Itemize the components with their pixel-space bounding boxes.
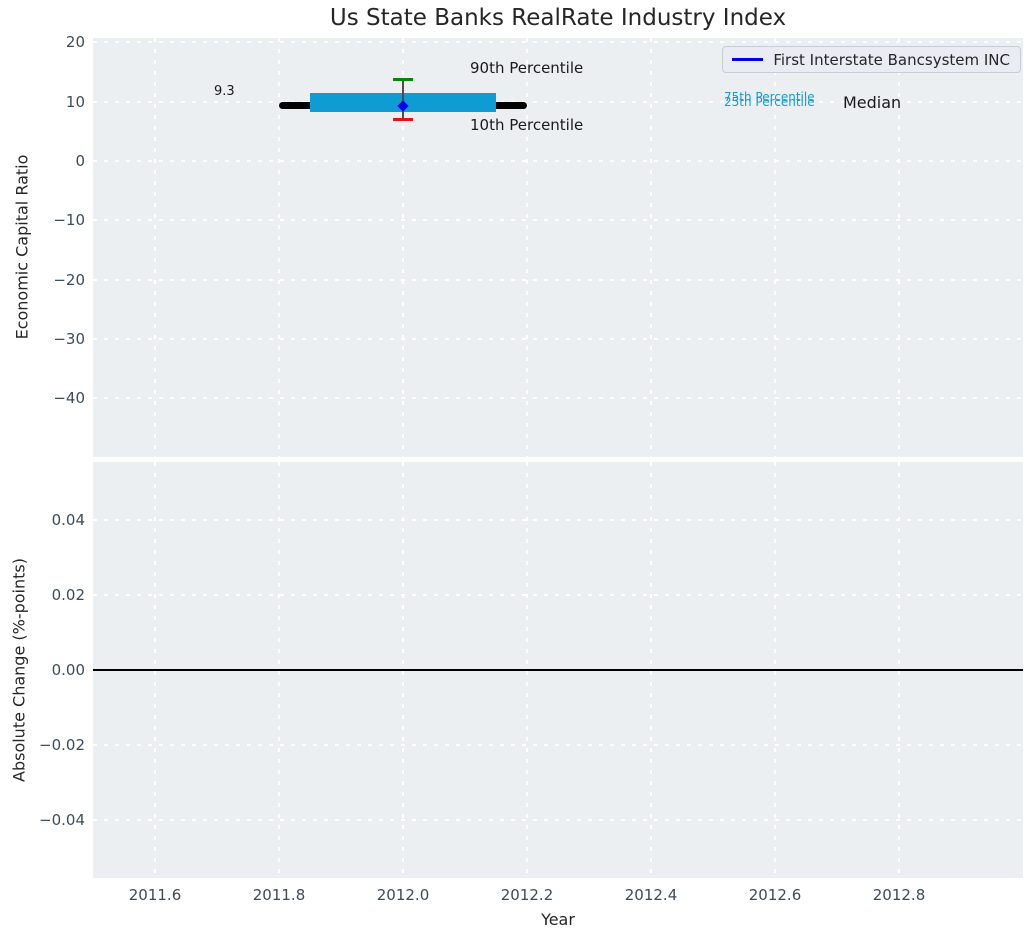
p10-annotation: 10th Percentile: [470, 116, 584, 134]
x-tick-label: 2011.6: [128, 886, 182, 904]
y-tick-label: 0.02: [51, 585, 85, 604]
p75-annotation: 75th Percentile: [724, 90, 815, 104]
median-annotation: Median: [843, 93, 902, 112]
y-tick-label: 20: [65, 33, 85, 52]
x-axis-label: Year: [541, 910, 575, 929]
y-tick-label: −0.04: [39, 811, 85, 830]
gridline-horizontal: [93, 41, 1023, 44]
top-y-axis-label: Economic Capital Ratio: [12, 154, 32, 340]
p25-annotation: 25th Percentile: [724, 95, 815, 109]
p90-cap-marker: [393, 78, 413, 82]
x-tick-label: 2012.0: [376, 886, 430, 904]
gridline-horizontal: [93, 819, 1023, 822]
x-tick-label: 2012.8: [872, 886, 926, 904]
y-tick-label: 0: [75, 151, 85, 170]
y-tick-label: −40: [53, 389, 85, 408]
chart-title: Us State Banks RealRate Industry Index: [329, 5, 787, 31]
y-tick-label: −10: [53, 211, 85, 230]
gridline-horizontal: [93, 219, 1023, 222]
gridline-vertical: [154, 38, 156, 457]
bottom-y-axis-label: Absolute Change (%-points): [9, 558, 29, 782]
gridline-vertical: [526, 38, 528, 457]
gridline-horizontal: [93, 337, 1023, 340]
p90-annotation: 90th Percentile: [470, 59, 584, 77]
x-tick-label: 2011.8: [252, 886, 306, 904]
p10-cap-marker: [393, 117, 413, 121]
gridline-horizontal: [93, 744, 1023, 747]
gridline-horizontal: [93, 278, 1023, 281]
y-tick-label: 10: [65, 92, 85, 111]
x-tick-label: 2012.6: [748, 886, 802, 904]
y-tick-label: −30: [53, 329, 85, 348]
gridline-vertical: [650, 38, 652, 457]
legend-entry-label: First Interstate Bancsystem INC: [773, 50, 1010, 69]
gridline-horizontal: [93, 593, 1023, 596]
y-tick-label: −0.02: [39, 736, 85, 755]
y-tick-label: 0.04: [51, 510, 85, 529]
gridline-horizontal: [93, 159, 1023, 162]
x-tick-label: 2012.2: [500, 886, 554, 904]
gridline-horizontal: [93, 518, 1023, 521]
top-plot-area: 9.3 90th Percentile 10th Percentile 75th…: [93, 38, 1023, 457]
zero-change-line: [93, 669, 1023, 671]
legend: First Interstate Bancsystem INC: [722, 46, 1021, 73]
percentile-whisker-line: [402, 79, 404, 120]
y-tick-label: 0.00: [51, 661, 85, 679]
gridline-vertical: [278, 38, 280, 457]
gridline-horizontal: [93, 397, 1023, 400]
bottom-plot-area: [93, 462, 1023, 878]
x-tick-label: 2012.4: [624, 886, 678, 904]
legend-line-sample: [732, 58, 764, 61]
y-tick-label: −20: [53, 270, 85, 289]
company-value-label: 9.3: [214, 84, 235, 99]
